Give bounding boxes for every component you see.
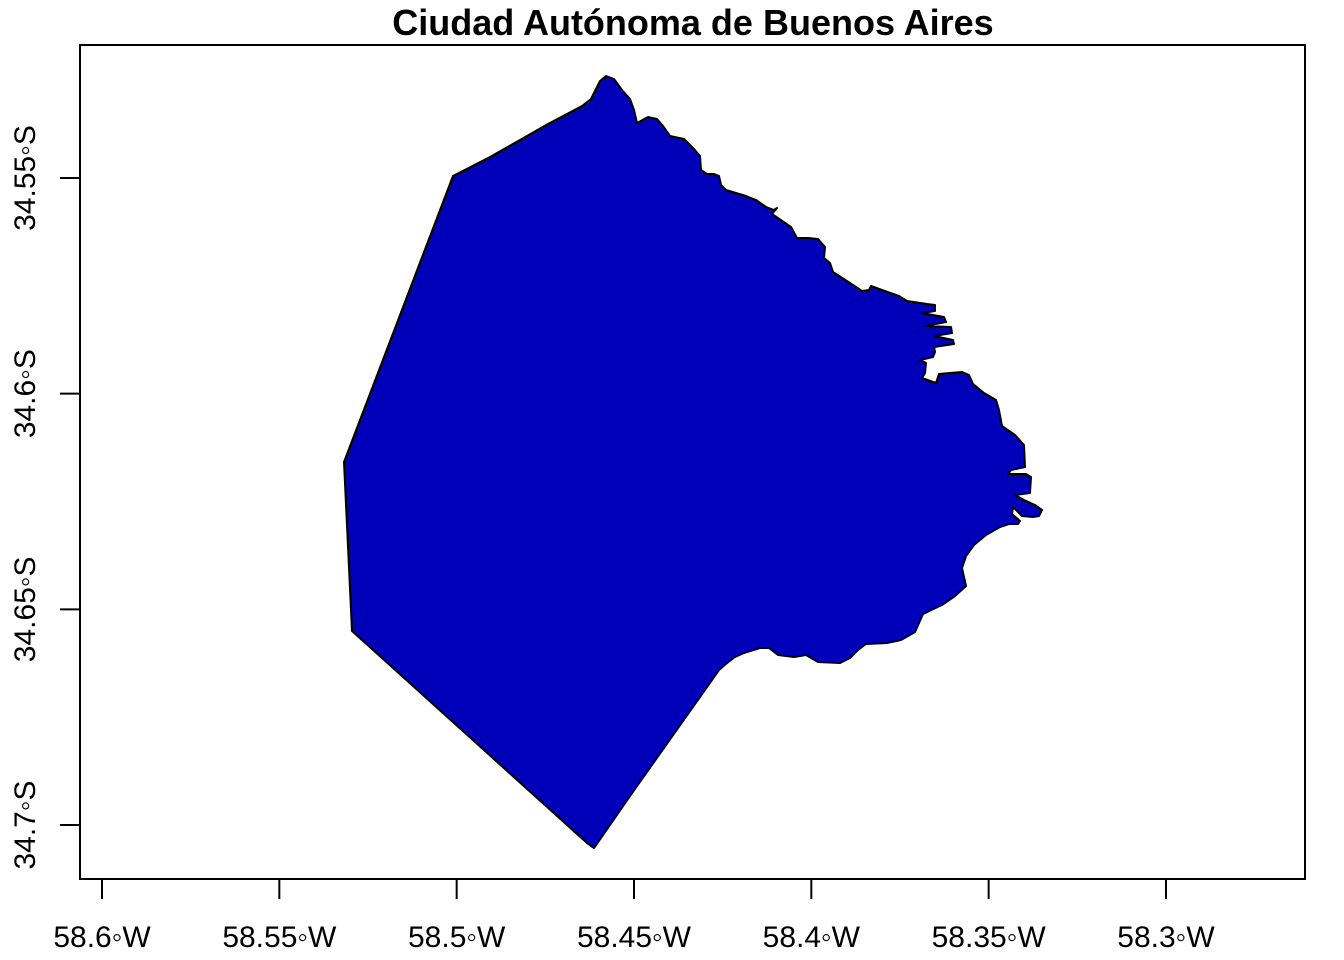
x-tick-label: 58.3◦W [1117,921,1215,954]
y-tick-label: 34.55◦S [9,125,42,231]
buenos-aires-polygon [343,75,1043,849]
y-tick-label: 34.65◦S [9,556,42,662]
x-tick-label: 58.45◦W [577,921,692,954]
y-tick-label: 34.7◦S [9,780,42,869]
x-tick-label: 58.5◦W [408,921,506,954]
map-title: Ciudad Autónoma de Buenos Aires [392,2,993,43]
x-axis: 58.6◦W 58.55◦W 58.5◦W 58.45◦W 58.4◦W 58.35◦W 5… [53,878,1215,954]
x-tick-label: 58.4◦W [763,921,861,954]
x-tick-label: 58.6◦W [53,921,151,954]
y-tick-label: 34.6◦S [9,349,42,438]
x-tick-label: 58.55◦W [222,921,337,954]
x-tick-label: 58.35◦W [932,921,1047,954]
y-axis: 34.55◦S 34.6◦S 34.65◦S 34.7◦S [9,125,81,870]
